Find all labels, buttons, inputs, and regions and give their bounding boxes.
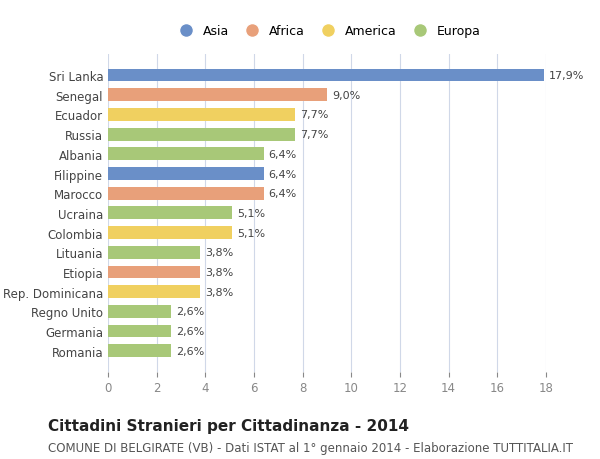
Bar: [108, 89, 327, 102]
Text: 3,8%: 3,8%: [205, 248, 233, 258]
Text: 7,7%: 7,7%: [300, 130, 329, 140]
Bar: [108, 305, 171, 318]
Bar: [108, 207, 232, 220]
Text: 3,8%: 3,8%: [205, 268, 233, 277]
Text: 17,9%: 17,9%: [548, 71, 584, 81]
Bar: [108, 325, 171, 338]
Text: 7,7%: 7,7%: [300, 110, 329, 120]
Text: Cittadini Stranieri per Cittadinanza - 2014: Cittadini Stranieri per Cittadinanza - 2…: [48, 418, 409, 433]
Bar: [108, 129, 295, 141]
Text: 5,1%: 5,1%: [237, 228, 265, 238]
Bar: [108, 345, 171, 358]
Text: 5,1%: 5,1%: [237, 208, 265, 218]
Bar: [108, 69, 544, 82]
Text: 2,6%: 2,6%: [176, 326, 205, 336]
Text: 6,4%: 6,4%: [269, 150, 297, 159]
Text: 6,4%: 6,4%: [269, 189, 297, 199]
Text: 2,6%: 2,6%: [176, 307, 205, 317]
Bar: [108, 285, 200, 298]
Bar: [108, 187, 264, 200]
Bar: [108, 246, 200, 259]
Text: 9,0%: 9,0%: [332, 90, 360, 101]
Text: 2,6%: 2,6%: [176, 346, 205, 356]
Text: 6,4%: 6,4%: [269, 169, 297, 179]
Text: COMUNE DI BELGIRATE (VB) - Dati ISTAT al 1° gennaio 2014 - Elaborazione TUTTITAL: COMUNE DI BELGIRATE (VB) - Dati ISTAT al…: [48, 441, 573, 453]
Bar: [108, 227, 232, 240]
Bar: [108, 148, 264, 161]
Text: 3,8%: 3,8%: [205, 287, 233, 297]
Bar: [108, 266, 200, 279]
Legend: Asia, Africa, America, Europa: Asia, Africa, America, Europa: [168, 20, 486, 43]
Bar: [108, 168, 264, 180]
Bar: [108, 109, 295, 122]
